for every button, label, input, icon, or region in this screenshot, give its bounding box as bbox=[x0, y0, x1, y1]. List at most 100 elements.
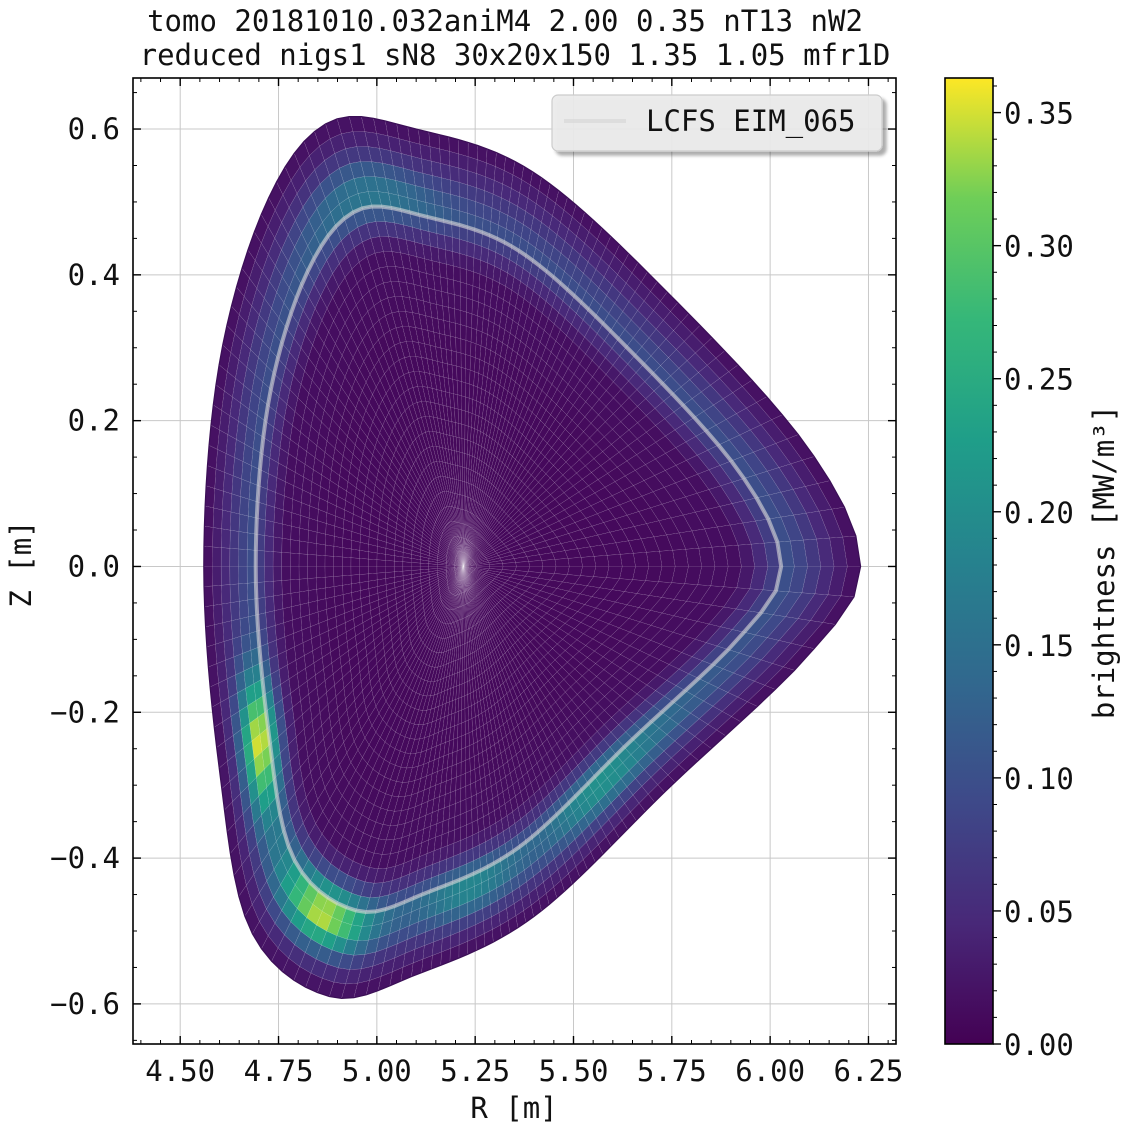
emission-cell bbox=[463, 560, 475, 567]
emission-cell bbox=[465, 382, 470, 399]
emission-cell bbox=[212, 585, 223, 606]
emission-cell bbox=[222, 490, 233, 513]
emission-cell bbox=[428, 563, 438, 567]
emission-cell bbox=[458, 683, 463, 699]
emission-cell bbox=[454, 322, 462, 340]
emission-cell bbox=[450, 193, 460, 212]
legend: LCFS EIM_065 bbox=[551, 94, 883, 152]
x-tick-label-5: 5.75 bbox=[637, 1054, 707, 1088]
emission-cell bbox=[465, 783, 472, 800]
emission-cell bbox=[232, 635, 243, 658]
emission-cell bbox=[465, 368, 471, 385]
emission-cell bbox=[460, 366, 466, 384]
emission-cell bbox=[238, 513, 249, 534]
emission-cell bbox=[459, 670, 463, 686]
emission-cell bbox=[456, 748, 462, 765]
emission-cell bbox=[454, 566, 464, 572]
emission-cell bbox=[646, 550, 663, 567]
emission-cell bbox=[465, 745, 471, 761]
emission-cell bbox=[204, 605, 215, 628]
emission-cell bbox=[220, 566, 231, 586]
emission-cell bbox=[229, 548, 239, 567]
emission-cell bbox=[455, 337, 462, 354]
emission-cell bbox=[461, 734, 466, 750]
emission-cell bbox=[281, 523, 292, 540]
emission-cell bbox=[282, 509, 293, 527]
emission-cell bbox=[460, 324, 467, 341]
emission-cell bbox=[274, 492, 285, 511]
emission-cell bbox=[221, 584, 231, 605]
emission-cell bbox=[299, 527, 309, 543]
emission-cell bbox=[452, 251, 461, 268]
emission-cell bbox=[281, 566, 291, 581]
emission-cell bbox=[471, 299, 479, 317]
emission-cell bbox=[272, 566, 283, 582]
emission-cell bbox=[459, 238, 468, 256]
emission-cell bbox=[463, 566, 466, 579]
x-tick-label-7: 6.25 bbox=[834, 1054, 904, 1088]
emission-cell bbox=[451, 236, 461, 254]
emission-cell bbox=[461, 708, 466, 724]
emission-cell bbox=[465, 758, 471, 774]
emission-cell bbox=[446, 278, 455, 295]
emission-cell bbox=[376, 552, 386, 561]
emission-cell bbox=[231, 475, 242, 497]
emission-cell bbox=[316, 531, 326, 546]
emission-cell bbox=[450, 776, 457, 793]
emission-cell bbox=[457, 722, 462, 739]
emission-cell bbox=[290, 552, 300, 567]
chart-title-line-1: tomo 20181010.032aniM4 2.00 0.35 nT13 nW… bbox=[147, 4, 863, 38]
y-tick-label-6: −0.6 bbox=[50, 987, 120, 1021]
emission-cell bbox=[433, 189, 444, 207]
emission-cell bbox=[459, 267, 467, 285]
emission-cell bbox=[393, 555, 404, 563]
emission-cell bbox=[455, 774, 462, 791]
emission-cell bbox=[463, 552, 467, 567]
emission-cell bbox=[307, 589, 318, 604]
emission-cell bbox=[350, 539, 361, 551]
emission-cell bbox=[580, 566, 597, 577]
emission-cell bbox=[402, 561, 412, 567]
emission-cell bbox=[239, 496, 250, 517]
emission-cell bbox=[272, 536, 283, 553]
legend-label-lcfs: LCFS EIM_065 bbox=[646, 104, 856, 139]
emission-cell bbox=[350, 574, 361, 585]
emission-cell bbox=[281, 537, 291, 554]
emission-cell bbox=[459, 281, 467, 299]
emission-cell bbox=[272, 551, 283, 567]
emission-cell bbox=[212, 507, 223, 530]
emission-cell bbox=[333, 535, 344, 548]
emission-cell bbox=[502, 566, 517, 571]
emission-cell bbox=[453, 294, 461, 311]
emission-cell bbox=[308, 517, 318, 533]
emission-cell bbox=[213, 622, 225, 645]
x-tick-label-2: 5.00 bbox=[342, 1054, 412, 1088]
emission-cell bbox=[567, 566, 583, 576]
emission-cell bbox=[478, 273, 487, 291]
y-tick-label-2: 0.2 bbox=[68, 404, 120, 438]
emission-cell bbox=[316, 576, 326, 590]
emission-cell bbox=[458, 551, 464, 567]
emission-cell bbox=[465, 325, 472, 343]
emission-cell bbox=[238, 548, 248, 567]
emission-cell bbox=[430, 160, 442, 179]
y-axis-label: Z [m] bbox=[4, 520, 38, 607]
emission-cell bbox=[633, 551, 650, 567]
emission-cell bbox=[229, 583, 240, 604]
emission-cell bbox=[272, 580, 283, 597]
colorbar-gradient bbox=[945, 78, 993, 1044]
emission-cell bbox=[451, 750, 458, 767]
emission-cell bbox=[458, 181, 468, 200]
emission-cell bbox=[458, 696, 463, 712]
emission-cell bbox=[203, 585, 214, 608]
emission-cell bbox=[307, 554, 317, 567]
emission-cell bbox=[230, 511, 240, 532]
emission-cell bbox=[620, 552, 636, 567]
emission-cell bbox=[224, 453, 235, 477]
emission-cell bbox=[316, 520, 327, 535]
emission-cell bbox=[333, 575, 343, 587]
emission-cell bbox=[457, 566, 464, 582]
emission-cell bbox=[460, 551, 464, 567]
emission-cell bbox=[449, 179, 460, 197]
emission-cell bbox=[458, 566, 464, 582]
